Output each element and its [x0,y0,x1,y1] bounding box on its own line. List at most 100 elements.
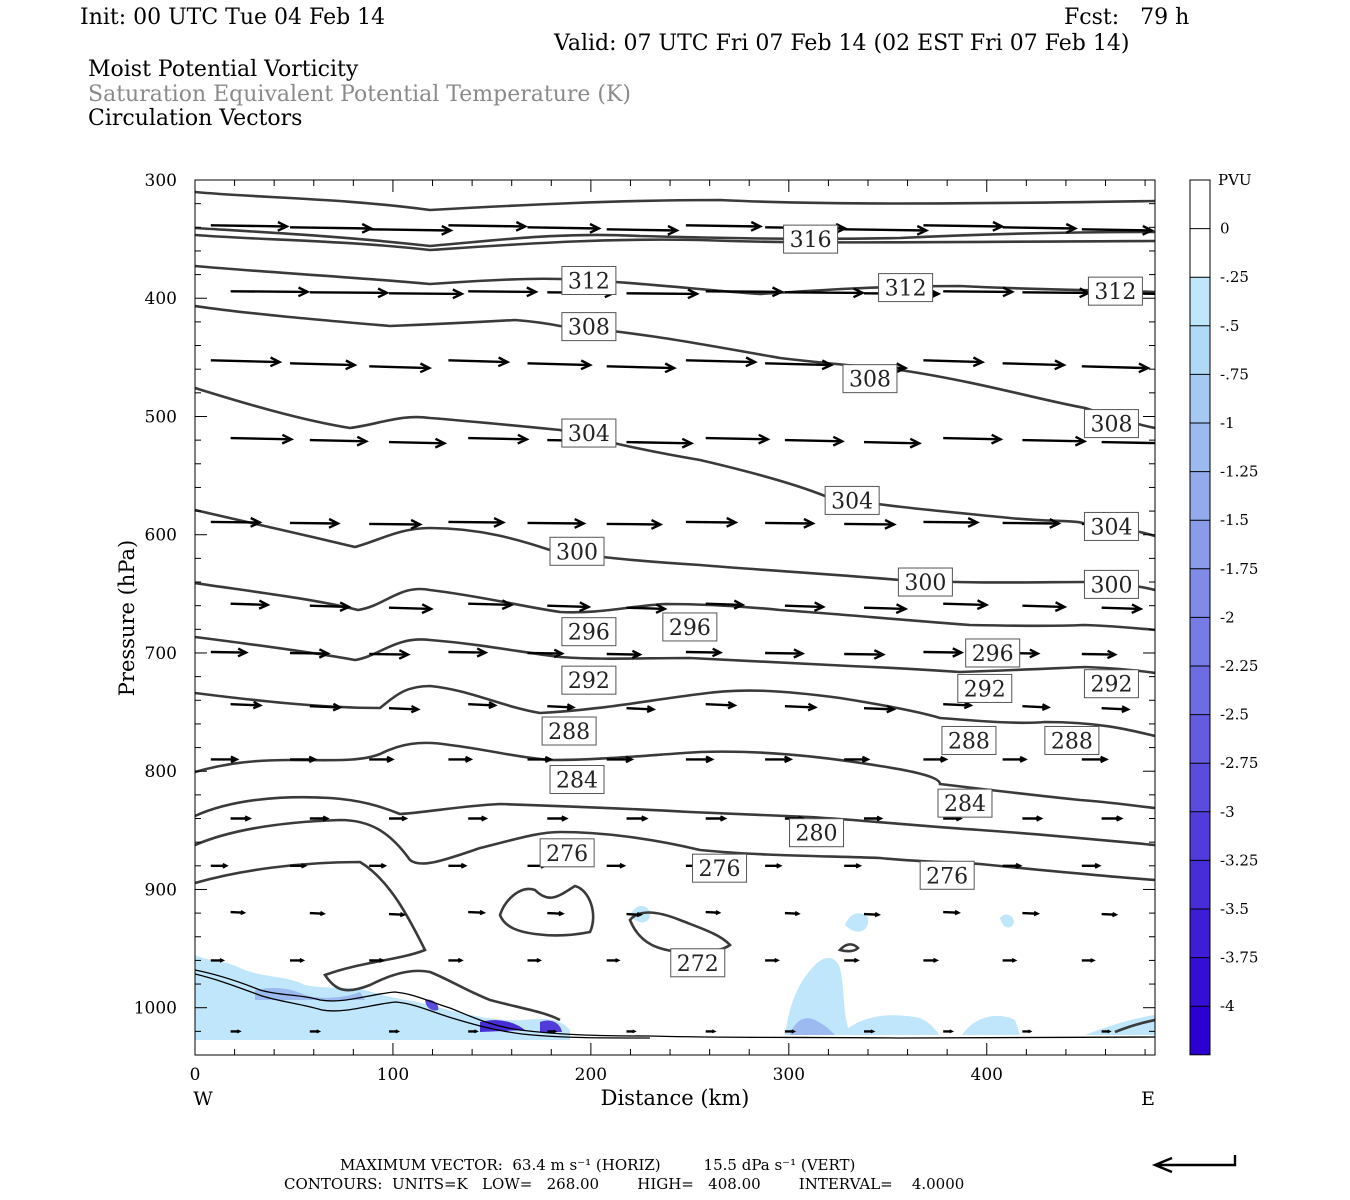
circulation-vector [1002,755,1028,763]
circulation-vector [606,862,627,869]
contour-label-text: 292 [964,677,1006,702]
contour-label-text: 304 [568,422,610,447]
circulation-vector [626,437,695,449]
circulation-vector [448,957,464,963]
contour-label: 272 [670,948,726,978]
circulation-vector [705,286,785,298]
circulation-vector [448,517,506,528]
colorbar-label: 0 [1220,220,1230,238]
contour-label-box [539,838,595,868]
x-axis-west-label: W [193,1088,213,1110]
circulation-vector [527,518,587,529]
contour-label: 308 [1083,409,1139,439]
circulation-vector [388,704,421,714]
circulation-vector [923,517,980,528]
colorbar-swatch [1190,277,1210,326]
circulation-vector [290,755,318,764]
circulation-vector [230,700,263,710]
circulation-vector [1101,603,1144,614]
circulation-vector [705,910,722,916]
contour-info-note: CONTOURS: UNITS=K LOW= 268.00 HIGH= 408.… [284,1175,965,1193]
circulation-vector [369,957,385,963]
contour-label-box [1083,669,1139,699]
circulation-vector [1002,222,1079,234]
contour-label-box [561,418,617,448]
circulation-vectors [210,220,1155,1034]
circulation-vector [864,815,884,822]
colorbar-label: -3 [1220,803,1235,821]
contour-label-text: 308 [1090,413,1132,438]
x-tick-label: 400 [971,1065,1003,1085]
contour-label: 288 [1044,725,1100,755]
contour-label-box [561,617,617,647]
circulation-vector [1002,359,1067,371]
contour-label: 284 [937,788,993,818]
contour-label: 280 [789,818,845,848]
axis-tick-labels: 300 400 500 600 700 800 900 1000 0 100 200 300 400 [134,171,1003,1085]
colorbar-swatch [1190,423,1210,472]
contour-label-box [561,266,617,296]
contour-labels: 316 312 312 312 308 308 308 304 304 304 300 300 300 2… [539,224,1143,978]
contour-label-text: 304 [831,489,873,514]
circulation-vector [210,647,249,658]
contour-296 [195,581,1155,632]
circulation-vector [626,705,657,714]
contour-label-text: 296 [669,616,711,641]
colorbar-swatch [1190,714,1210,764]
circulation-vector [210,516,263,528]
reference-vector [1151,1155,1237,1174]
contour-label: 312 [561,266,617,296]
circulation-vector [309,1029,322,1034]
circulation-vector [844,957,860,963]
colorbar-label: -1.75 [1220,560,1258,578]
colorbar-swatch [1190,520,1210,569]
circulation-vector [230,286,311,298]
y-tick-label: 700 [145,644,177,664]
circulation-vector [923,755,949,763]
contour-label: 292 [561,665,617,695]
y-tick-label: 900 [145,880,177,900]
circulation-vector [943,599,990,611]
contour-272c [628,911,732,955]
contour-label-text: 272 [677,952,719,977]
circulation-vector [1022,601,1068,613]
circulation-vector [765,359,834,371]
circulation-vector [784,911,801,917]
circulation-vector [765,648,806,659]
colorbar-label: -3.25 [1220,851,1258,869]
circulation-vector [1081,755,1109,764]
contour-label-box [789,818,845,848]
contour-316 [195,226,1155,248]
circulation-vector [705,815,728,822]
mpv-shade-surface-mid [255,987,365,1000]
contour-label: 312 [1087,276,1143,306]
mpv-shade-column-300 [785,957,850,1035]
contour-label-box [549,536,605,566]
contour-label-text: 296 [972,642,1014,667]
y-tick-label: 300 [145,171,177,191]
contour-312 [195,264,1155,296]
circulation-vector [369,362,433,374]
contour-label-text: 276 [546,842,588,867]
circulation-vector [606,362,677,374]
circulation-vector [389,1029,401,1034]
circulation-vector [448,647,489,658]
circulation-vector [1101,912,1119,918]
colorbar-label: -2.75 [1220,754,1258,772]
contour-label-text: 288 [948,729,990,754]
contour-label-text: 312 [885,277,927,302]
colorbar-swatch [1190,180,1210,229]
colorbar-label: -2.5 [1220,706,1249,724]
circulation-vector [230,599,271,610]
axis-ticks [194,179,1155,1056]
contour-label-box [941,725,997,755]
circulation-vector [943,701,974,710]
circulation-vector [943,433,1004,445]
circulation-vector [705,700,738,710]
circulation-vector [369,518,423,530]
circulation-vector [765,958,780,963]
colorbar-swatch [1190,860,1210,909]
contour-label-box [1044,725,1100,755]
circulation-vector [468,599,515,611]
contour-304 [195,386,1155,538]
